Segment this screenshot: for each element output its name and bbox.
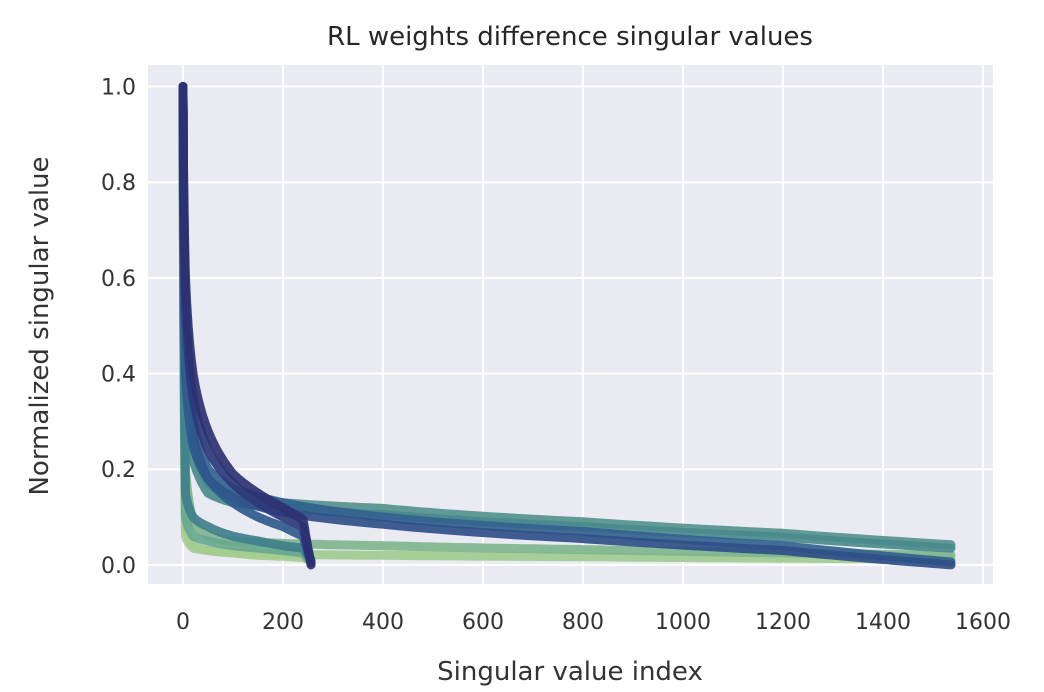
x-tick-label: 400 [362, 610, 404, 635]
x-tick-label: 200 [262, 610, 304, 635]
x-tick-label: 1200 [755, 610, 811, 635]
y-tick-labels: 0.0 0.2 0.4 0.6 0.8 1.0 [101, 76, 136, 579]
x-tick-label: 600 [462, 610, 504, 635]
series-line [178, 82, 316, 567]
plot-background [148, 65, 993, 584]
series-line [178, 82, 316, 565]
x-axis-label: Singular value index [437, 657, 703, 687]
series-line [178, 82, 316, 570]
y-tick-label: 0.2 [101, 458, 136, 483]
x-tick-label: 800 [562, 610, 604, 635]
y-axis-label: Normalized singular value [25, 156, 55, 495]
chart-title: RL weights difference singular values [327, 22, 813, 52]
x-tick-label: 1000 [655, 610, 711, 635]
x-tick-label: 1400 [855, 610, 911, 635]
grid [148, 65, 993, 584]
series-lines [178, 82, 956, 570]
x-tick-labels: 0 200 400 600 800 1000 1200 1400 1600 [176, 610, 1011, 635]
y-tick-label: 0.0 [101, 554, 136, 579]
series-line [178, 82, 316, 567]
x-tick-label: 1600 [955, 610, 1011, 635]
series-line [178, 82, 316, 565]
y-tick-label: 0.4 [101, 363, 136, 388]
y-tick-label: 0.8 [101, 171, 136, 196]
y-tick-label: 0.6 [101, 267, 136, 292]
x-tick-label: 0 [176, 610, 190, 635]
y-tick-label: 1.0 [101, 76, 136, 101]
